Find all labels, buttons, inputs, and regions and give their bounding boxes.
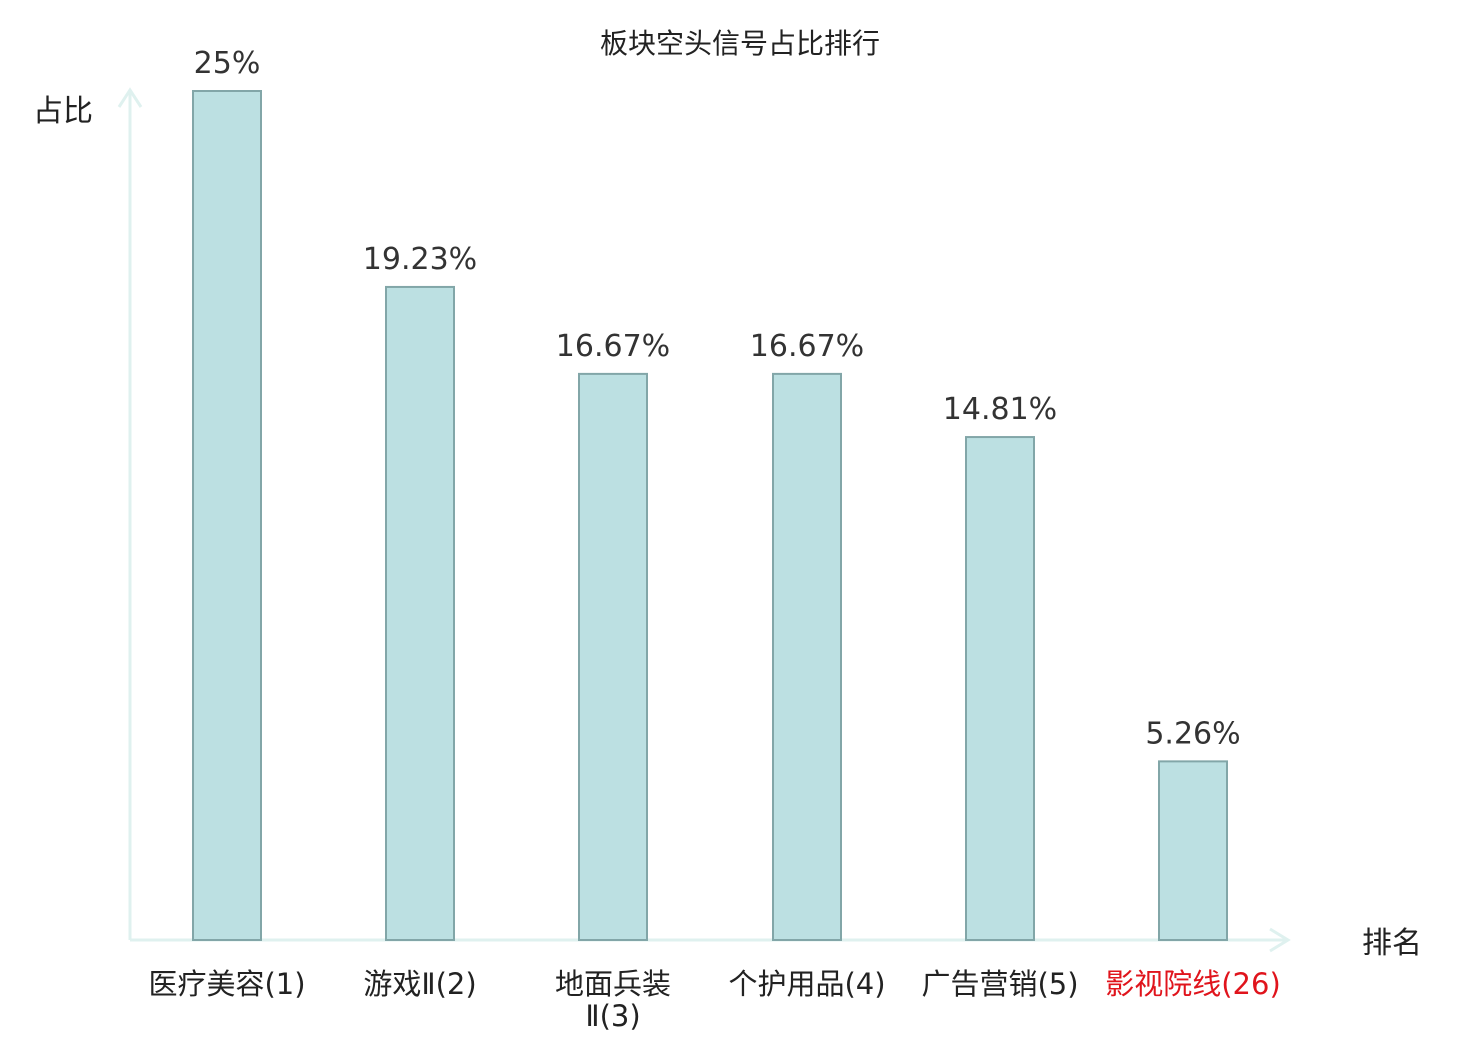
bar-6 [1158, 760, 1228, 942]
y-axis-arrow [117, 87, 143, 108]
category-label-6: 影视院线(26) [1105, 967, 1281, 1001]
value-label-2: 19.23% [363, 242, 477, 277]
value-label-4: 16.67% [750, 329, 864, 364]
value-label-1: 25% [194, 46, 261, 81]
category-label-3: 地面兵装 Ⅱ(3) [555, 967, 671, 1033]
category-label-2: 游戏Ⅱ(2) [363, 967, 476, 1001]
bar-4 [772, 372, 842, 942]
chart-title: 板块空头信号占比排行 [600, 27, 880, 60]
bar-5 [965, 436, 1035, 941]
category-labels-group: 医疗美容(1) 游戏Ⅱ(2) 地面兵装 Ⅱ(3) 个护用品(4) 广告营销(5) 影视院线(… [148, 967, 1280, 1033]
value-label-6: 5.26% [1145, 716, 1240, 751]
value-label-5: 14.81% [943, 392, 1057, 427]
category-label-4: 个护用品(4) [728, 967, 885, 1001]
category-label-5: 广告营销(5) [921, 967, 1078, 1001]
bar-1 [192, 90, 262, 941]
x-axis-arrow [1269, 927, 1291, 953]
category-label-1: 医疗美容(1) [148, 967, 305, 1001]
bar-2 [385, 285, 455, 941]
value-label-3: 16.67% [556, 329, 670, 364]
x-axis-label: 排名 [1362, 926, 1422, 961]
y-axis-label: 占比 [33, 94, 93, 129]
bars-group [192, 90, 1228, 942]
value-labels-group: 25% 19.23% 16.67% 16.67% 14.81% 5.26% [194, 46, 1241, 751]
bar-3 [578, 372, 648, 942]
